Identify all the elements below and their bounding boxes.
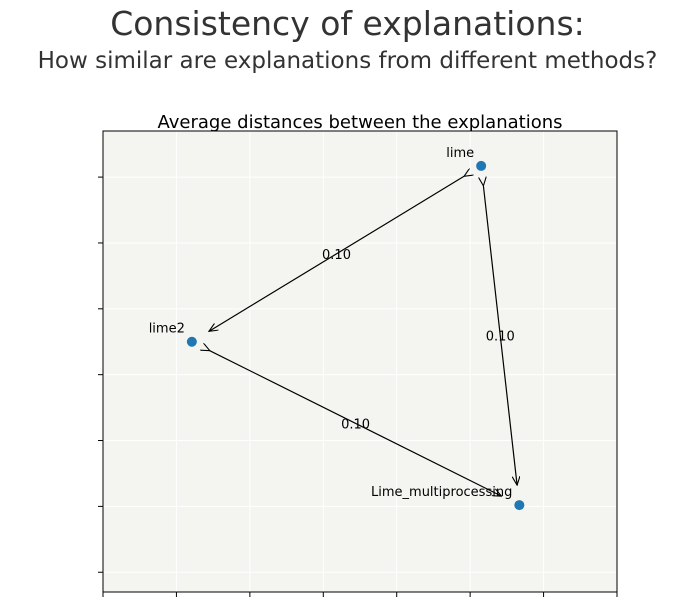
plot-area xyxy=(103,131,617,592)
page-subtitle: How similar are explanations from differ… xyxy=(37,48,658,74)
method-label: lime2 xyxy=(149,322,185,337)
distance-label: 0.10 xyxy=(486,329,515,344)
method-label: Lime_multiprocessing xyxy=(371,485,512,500)
method-points: lime lime2 Lime_multiprocessing xyxy=(149,146,525,511)
chart-title: Average distances between the explanatio… xyxy=(158,112,563,133)
method-point xyxy=(186,336,197,347)
page-title: Consistency of explanations: xyxy=(110,4,585,43)
distance-label: 0.10 xyxy=(341,417,370,432)
distance-arrow xyxy=(483,186,517,485)
plot-frame xyxy=(102,130,618,593)
method-point xyxy=(514,500,525,511)
distance-arrows: 0.10 0.10 0.10 xyxy=(209,176,517,496)
method-label: lime xyxy=(446,146,474,161)
distance-label: 0.10 xyxy=(322,248,351,263)
distance-arrow xyxy=(210,351,502,496)
distance-arrow xyxy=(209,176,464,331)
method-point xyxy=(476,160,487,171)
axis-ticks xyxy=(98,176,618,597)
